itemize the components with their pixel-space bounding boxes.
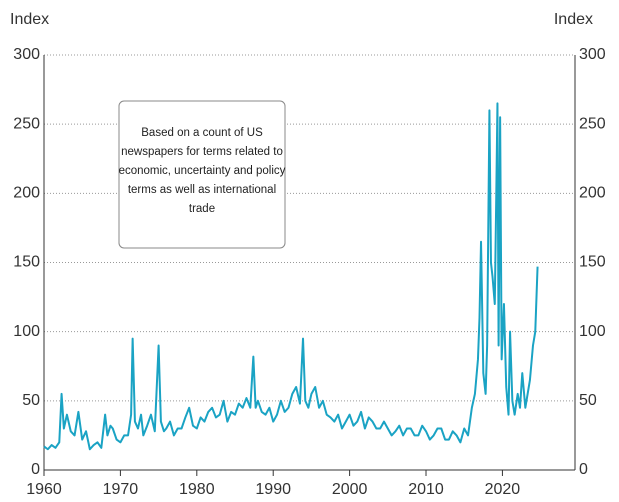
y-tick-label: 300 — [13, 46, 40, 63]
x-tick-label: 1970 — [103, 481, 139, 498]
annotation-text: terms as well as international — [128, 184, 276, 196]
y-tick-label: 200 — [13, 185, 40, 202]
y2-tick-label: 100 — [579, 323, 606, 340]
annotation-text: trade — [189, 203, 215, 215]
x-tick-label: 2010 — [408, 481, 444, 498]
y2-tick-label: 250 — [579, 115, 606, 132]
annotation-text: newspapers for terms related to — [121, 146, 283, 158]
y-axis-label: Index — [10, 11, 49, 28]
y-tick-label: 250 — [13, 115, 40, 132]
y-tick-label: 50 — [22, 392, 40, 409]
y2-tick-label: 50 — [579, 392, 597, 409]
x-tick-label: 2000 — [332, 481, 368, 498]
annotation-box — [118, 100, 286, 249]
annotation-text: Based on a count of US — [141, 127, 263, 139]
y2-axis-label: Index — [554, 11, 593, 28]
y2-tick-label: 200 — [579, 185, 606, 202]
y-tick-label: 100 — [13, 323, 40, 340]
x-tick-label: 2020 — [485, 481, 521, 498]
y2-tick-label: 150 — [579, 254, 606, 271]
x-tick-label: 1960 — [26, 481, 62, 498]
x-tick-label: 1990 — [255, 481, 291, 498]
y2-tick-label: 0 — [579, 461, 588, 478]
x-tick-label: 1980 — [179, 481, 215, 498]
y2-tick-label: 300 — [579, 46, 606, 63]
y-tick-label: 150 — [13, 254, 40, 271]
data-line — [43, 102, 539, 451]
annotation-text: economic, uncertainty and policy — [119, 165, 286, 177]
y-tick-label: 0 — [31, 461, 40, 478]
